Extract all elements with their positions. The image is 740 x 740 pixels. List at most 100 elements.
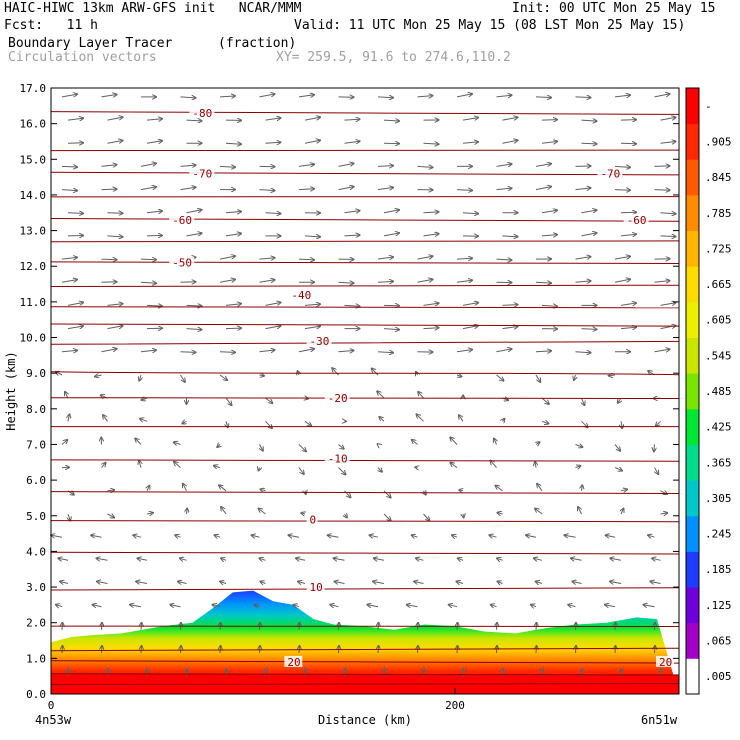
vector-arrow: [103, 415, 108, 422]
vector-arrow: [496, 486, 503, 492]
vector-arrow: [456, 190, 472, 191]
contour-label: -40: [291, 289, 311, 302]
vector-arrow: [614, 256, 630, 260]
y-tick-label: 12.0: [20, 260, 47, 273]
vector-arrow: [503, 669, 504, 677]
vector-arrow: [298, 189, 314, 190]
vector-arrow: [541, 421, 548, 423]
vector-arrow: [180, 97, 196, 98]
vector-arrow: [575, 352, 591, 353]
vector-arrow: [423, 143, 439, 144]
colorbar-swatch: [686, 337, 699, 374]
vector-arrow: [581, 329, 597, 330]
vector-arrow: [572, 582, 582, 584]
vector-arrow: [456, 350, 472, 352]
vector-arrow: [95, 375, 102, 377]
colorbar-label: .185: [705, 563, 732, 576]
vector-arrow: [107, 117, 123, 121]
colorbar-label: .905: [705, 136, 732, 149]
colorbar-label: .665: [705, 278, 732, 291]
vector-arrow: [614, 190, 630, 191]
vector-arrow: [620, 234, 636, 236]
vector-arrow: [502, 236, 518, 237]
vector-arrow: [344, 490, 351, 498]
contour-label: -60: [172, 214, 192, 227]
tracer-area: [51, 590, 679, 694]
vector-arrow: [58, 558, 69, 560]
vector-arrow: [186, 120, 202, 121]
vector-arrow: [330, 605, 339, 607]
vector-arrow: [574, 374, 576, 380]
vector-arrow: [541, 120, 557, 121]
vector-arrow: [265, 118, 281, 120]
contour-line: [50, 323, 680, 327]
vector-arrow: [146, 513, 153, 514]
vector-arrow: [107, 490, 115, 491]
vector-arrow: [496, 95, 512, 97]
vector-arrow: [260, 582, 266, 584]
vector-arrow: [415, 467, 417, 468]
vector-arrow: [56, 372, 63, 375]
y-tick-label: 6.0: [26, 474, 46, 487]
vector-arrow: [225, 212, 241, 213]
vector-arrow: [225, 397, 232, 405]
colorbar-label: .245: [705, 528, 732, 541]
contour-label-bg: [324, 392, 350, 404]
vector-arrow: [180, 374, 185, 382]
vector-arrow: [344, 211, 360, 213]
vector-arrow: [65, 392, 68, 399]
vector-name: Circulation vectors: [8, 50, 157, 65]
vector-arrow: [221, 507, 227, 515]
vector-arrow: [101, 282, 117, 283]
y-tick-label: 10.0: [20, 332, 47, 345]
vector-arrow: [298, 164, 314, 166]
vector-arrow: [186, 305, 202, 306]
vector-arrow: [621, 509, 624, 515]
y-tick-label: 2.0: [26, 617, 46, 630]
vector-arrow: [620, 212, 636, 213]
y-tick-label: 9.0: [26, 367, 46, 380]
contour-label: -10: [328, 453, 348, 466]
vector-arrow: [377, 188, 393, 190]
vector-arrow: [304, 326, 320, 328]
vector-arrow: [412, 535, 418, 537]
vector-arrow: [219, 485, 227, 492]
vector-arrow: [610, 558, 622, 560]
vector-arrow: [67, 143, 83, 144]
vector-arrow: [581, 233, 597, 237]
vector-arrow: [61, 280, 77, 283]
vector-arrow: [644, 605, 655, 607]
vector-arrow: [456, 280, 472, 282]
vector-arrow: [660, 513, 668, 514]
vector-arrow: [536, 582, 543, 584]
vector-arrow: [655, 646, 656, 654]
vector-arrow: [259, 375, 264, 376]
vector-arrow: [338, 351, 354, 352]
vector-arrow: [654, 444, 655, 452]
vector-arrow: [259, 94, 275, 98]
vector-arrow: [140, 350, 156, 352]
vector-arrow: [651, 582, 661, 584]
colorbar-swatch: [686, 444, 699, 481]
vector-arrow: [60, 582, 69, 584]
vector-arrow: [417, 96, 433, 97]
contour-label-bg: [623, 213, 649, 225]
vector-arrow: [265, 213, 281, 214]
contour-label: -80: [192, 107, 212, 120]
vector-arrow: [186, 210, 202, 214]
vector-arrow: [219, 256, 235, 260]
vector-arrow: [502, 327, 518, 329]
contour-label-bg: [189, 167, 215, 179]
colorbar-label: .785: [705, 207, 732, 220]
colorbar-swatch: [686, 587, 699, 624]
vector-arrow: [338, 282, 354, 283]
vector-arrow: [130, 605, 142, 607]
colorbar-swatch: [686, 230, 699, 267]
vector-arrow: [67, 213, 83, 214]
vector-arrow: [537, 484, 543, 492]
colorbar-swatch: [686, 88, 699, 125]
vector-arrow: [175, 535, 181, 537]
vector-arrow: [535, 462, 536, 468]
vector-arrow: [220, 582, 227, 584]
